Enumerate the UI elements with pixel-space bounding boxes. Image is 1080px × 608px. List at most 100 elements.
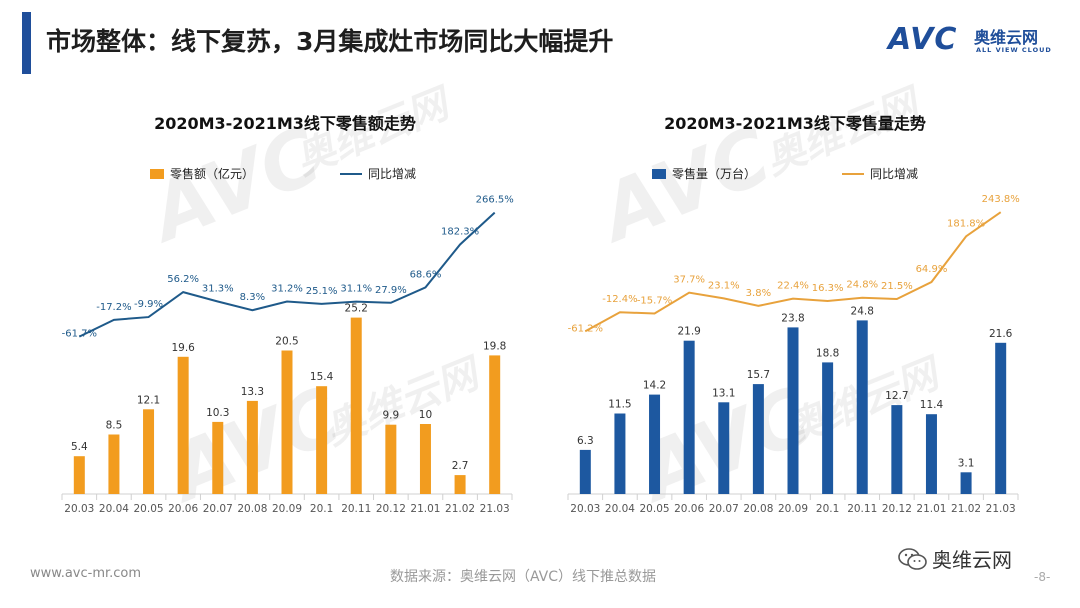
chart1-bar-label: 25.2	[345, 303, 368, 315]
chart1-bar	[108, 434, 120, 494]
chart2-bar	[752, 384, 764, 494]
chart1-yoy-label: -61.7%	[62, 329, 97, 340]
chart1-bar-label: 5.4	[71, 441, 88, 453]
chart1-bar	[246, 400, 258, 494]
chart1-x-tick-label: 20.11	[341, 503, 371, 515]
chart2-yoy-label: 37.7%	[673, 275, 705, 286]
chart2-bar	[718, 402, 730, 494]
chart1-x-tick-label: 20.1	[310, 503, 333, 515]
chart2-bar-label: 21.6	[989, 328, 1013, 340]
chart2-bar	[891, 405, 903, 494]
chart1-bar-label: 20.5	[275, 336, 298, 348]
chart1-yoy-label: 31.2%	[271, 284, 303, 295]
chart1-yoy-label: 266.5%	[476, 195, 514, 206]
chart2-bar	[683, 340, 695, 494]
chart1-x-tick-label: 20.06	[168, 503, 198, 515]
chart2-legend-bar-label: 零售量（万台）	[672, 167, 757, 181]
chart1-bar	[212, 421, 224, 494]
chart2-yoy-label: 22.4%	[777, 281, 809, 292]
chart1-yoy-label: 68.6%	[410, 269, 442, 280]
chart2-yoy-label: 16.3%	[812, 283, 844, 294]
chart2-bar-label: 11.5	[608, 399, 631, 411]
chart2-yoy-label: 181.8%	[947, 218, 985, 229]
chart1-bar-label: 10.3	[206, 407, 229, 419]
wechat-icon	[898, 547, 927, 570]
chart2-yoy-label: -12.4%	[602, 294, 637, 305]
chart1-legend-bar-label: 零售额（亿元）	[170, 167, 255, 181]
chart1-bar	[143, 409, 155, 494]
chart1-yoy-label: 56.2%	[167, 274, 199, 285]
chart1-bar	[177, 356, 189, 494]
chart2-bar-label: 24.8	[851, 305, 874, 317]
chart2-x-tick-label: 20.07	[709, 503, 739, 515]
chart1-legend-line-swatch	[340, 172, 363, 175]
chart2-x-tick-label: 20.08	[743, 503, 773, 515]
chart2-bar	[822, 362, 834, 494]
chart1-legend-line-label: 同比增减	[368, 167, 417, 181]
chart1-x-tick-label: 21.01	[410, 503, 440, 515]
chart1-bar-label: 9.9	[382, 410, 399, 422]
chart2-yoy-label: 24.8%	[846, 280, 878, 291]
chart1-bar	[489, 355, 501, 494]
wechat-badge: 奥维云网	[898, 544, 1012, 573]
chart2-yoy-label: 21.5%	[881, 281, 913, 292]
chart2-bar	[787, 327, 799, 494]
chart2-x-tick-label: 20.06	[674, 503, 704, 515]
chart1-legend: 零售额（亿元） 同比增减	[150, 165, 416, 182]
chart1-yoy-label: 8.3%	[240, 292, 265, 303]
chart1-bar-label: 2.7	[452, 460, 469, 472]
logo-avc-text: AVC	[888, 22, 958, 57]
chart1-x-tick-label: 20.04	[99, 503, 129, 515]
chart2-yoy-label: 243.8%	[982, 194, 1020, 205]
chart1-yoy-label: 182.3%	[441, 226, 479, 237]
chart2-bar-label: 3.1	[958, 457, 975, 469]
chart1-yoy-label: 31.3%	[202, 284, 234, 295]
chart2-bar	[579, 449, 591, 494]
chart1-bar	[281, 350, 293, 494]
chart2-bar	[614, 413, 626, 494]
chart1-x-tick-label: 20.07	[203, 503, 233, 515]
chart1-bar	[350, 317, 362, 494]
page-title: 市场整体：线下复苏，3月集成灶市场同比大幅提升	[46, 27, 614, 56]
logo-cn-text: 奥维云网	[974, 28, 1039, 47]
chart2-yoy-label: 64.9%	[916, 264, 948, 275]
chart2-bar-label: 21.9	[677, 326, 700, 338]
chart2-bar-label: 11.4	[920, 399, 944, 411]
chart2-bar-label: 18.8	[816, 347, 839, 359]
avc-logo: AVC 奥维云网 ALL VIEW CLOUD	[888, 22, 1058, 62]
chart2-legend: 零售量（万台） 同比增减	[652, 165, 918, 182]
chart1-x-tick-label: 20.12	[376, 503, 406, 515]
chart1-yoy-label: 31.1%	[340, 284, 372, 295]
footer-data-source: 数据来源：奥维云网（AVC）线下推总数据	[390, 569, 657, 585]
chart2-legend-line-swatch	[842, 172, 865, 175]
page-number: -8-	[1034, 570, 1051, 584]
chart1-bar	[419, 424, 431, 494]
chart1-yoy-line	[78, 211, 496, 338]
chart2-bar-label: 14.2	[643, 380, 666, 392]
title-accent-bar	[22, 12, 31, 74]
chart1-bar	[73, 456, 85, 494]
chart1-x-tick-label: 20.05	[134, 503, 164, 515]
chart1-bar-label: 19.6	[171, 342, 195, 354]
footer-site-url[interactable]: www.avc-mr.com	[30, 566, 142, 581]
chart2-x-tick-label: 21.01	[916, 503, 946, 515]
chart2-yoy-label: 3.8%	[746, 288, 771, 299]
chart2-bar	[960, 472, 972, 494]
chart1-bar	[316, 386, 328, 494]
chart1-bar-label: 13.3	[241, 386, 264, 398]
chart1-yoy-label: 27.9%	[375, 285, 407, 296]
chart1-bar-label: 8.5	[106, 420, 123, 432]
chart2-legend-bar-swatch	[652, 168, 666, 179]
chart2-x-tick-label: 20.04	[605, 503, 635, 515]
chart2-bar	[925, 414, 937, 494]
chart2-x-tick-label: 20.05	[640, 503, 670, 515]
chart2-x-tick-label: 20.11	[847, 503, 877, 515]
chart1-bar	[454, 475, 466, 494]
chart1-x-tick-label: 21.03	[480, 503, 510, 515]
chart2-bar-label: 12.7	[885, 390, 908, 402]
logo-en-text: ALL VIEW CLOUD	[976, 46, 1052, 54]
chart2-bar	[856, 320, 868, 494]
chart2-bar	[649, 394, 661, 494]
chart2-yoy-line	[584, 211, 1002, 333]
